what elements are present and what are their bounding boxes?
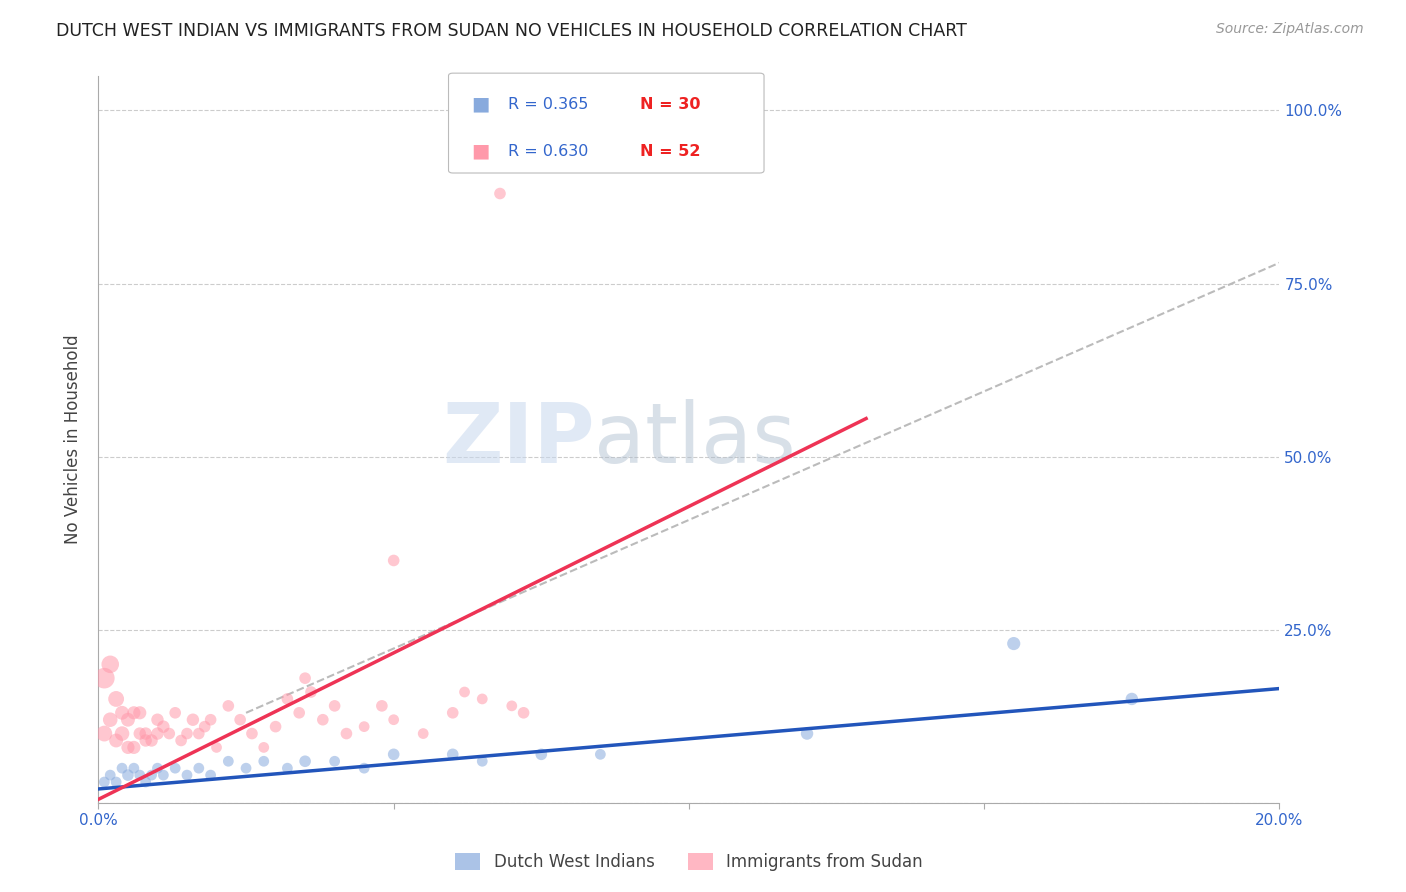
Point xyxy=(165,761,187,775)
Point xyxy=(93,775,115,789)
Point xyxy=(146,761,169,775)
Text: R = 0.630: R = 0.630 xyxy=(508,144,588,159)
Point xyxy=(353,761,375,775)
Point xyxy=(471,754,494,768)
Text: Source: ZipAtlas.com: Source: ZipAtlas.com xyxy=(1216,22,1364,37)
Point xyxy=(294,671,316,685)
Point xyxy=(111,761,134,775)
Point xyxy=(135,726,157,740)
Point xyxy=(117,713,139,727)
Text: atlas: atlas xyxy=(595,399,796,480)
Point xyxy=(530,747,553,762)
Point xyxy=(200,768,222,782)
Point xyxy=(170,733,193,747)
Point xyxy=(117,740,139,755)
Point xyxy=(335,726,357,740)
Point xyxy=(353,720,375,734)
Point xyxy=(382,747,405,762)
Point xyxy=(128,706,150,720)
Point xyxy=(299,685,322,699)
Point xyxy=(93,726,115,740)
Point xyxy=(441,706,464,720)
Point xyxy=(165,706,187,720)
Point xyxy=(141,733,163,747)
Point xyxy=(253,740,276,755)
Text: ■: ■ xyxy=(471,95,489,113)
Text: N = 52: N = 52 xyxy=(640,144,700,159)
Point xyxy=(181,713,204,727)
Point xyxy=(152,768,174,782)
Point xyxy=(187,726,209,740)
Point xyxy=(122,706,145,720)
Point xyxy=(157,726,180,740)
Point xyxy=(98,713,121,727)
Point xyxy=(276,761,298,775)
Point xyxy=(135,775,157,789)
Legend: Dutch West Indians, Immigrants from Sudan: Dutch West Indians, Immigrants from Suda… xyxy=(449,847,929,878)
Point xyxy=(187,761,209,775)
Point xyxy=(141,768,163,782)
Point xyxy=(489,186,512,201)
Point xyxy=(217,754,239,768)
Point xyxy=(128,768,150,782)
Point xyxy=(471,692,494,706)
Point xyxy=(146,713,169,727)
Point xyxy=(205,740,228,755)
Point xyxy=(146,726,169,740)
Point xyxy=(117,768,139,782)
Point xyxy=(176,726,198,740)
Point xyxy=(294,754,316,768)
Point xyxy=(122,740,145,755)
Point xyxy=(105,733,128,747)
Point xyxy=(111,726,134,740)
Point xyxy=(111,706,134,720)
Point xyxy=(122,761,145,775)
Point xyxy=(796,726,818,740)
Y-axis label: No Vehicles in Household: No Vehicles in Household xyxy=(65,334,83,544)
Text: R = 0.365: R = 0.365 xyxy=(508,96,588,112)
Point xyxy=(240,726,263,740)
Point xyxy=(98,657,121,672)
Point xyxy=(98,768,121,782)
Point xyxy=(1121,692,1143,706)
Point xyxy=(200,713,222,727)
Text: ■: ■ xyxy=(471,142,489,161)
Point xyxy=(312,713,335,727)
Point xyxy=(128,726,150,740)
Point xyxy=(93,671,115,685)
Text: ZIP: ZIP xyxy=(441,399,595,480)
Point xyxy=(1002,636,1025,650)
Point xyxy=(276,692,298,706)
Point xyxy=(501,698,523,713)
Text: N = 30: N = 30 xyxy=(640,96,700,112)
Point xyxy=(323,698,346,713)
Point xyxy=(371,698,394,713)
Point xyxy=(194,720,217,734)
Point xyxy=(264,720,287,734)
Point xyxy=(235,761,257,775)
Point xyxy=(512,706,534,720)
Point xyxy=(152,720,174,734)
Point xyxy=(288,706,311,720)
Point xyxy=(382,713,405,727)
Point xyxy=(176,768,198,782)
Point xyxy=(253,754,276,768)
Point xyxy=(135,733,157,747)
Point xyxy=(382,553,405,567)
Text: DUTCH WEST INDIAN VS IMMIGRANTS FROM SUDAN NO VEHICLES IN HOUSEHOLD CORRELATION : DUTCH WEST INDIAN VS IMMIGRANTS FROM SUD… xyxy=(56,22,967,40)
Point xyxy=(589,747,612,762)
Point xyxy=(323,754,346,768)
Point xyxy=(105,692,128,706)
Point xyxy=(217,698,239,713)
Point xyxy=(453,685,475,699)
Point xyxy=(412,726,434,740)
Point xyxy=(441,747,464,762)
Point xyxy=(229,713,252,727)
Point xyxy=(105,775,128,789)
